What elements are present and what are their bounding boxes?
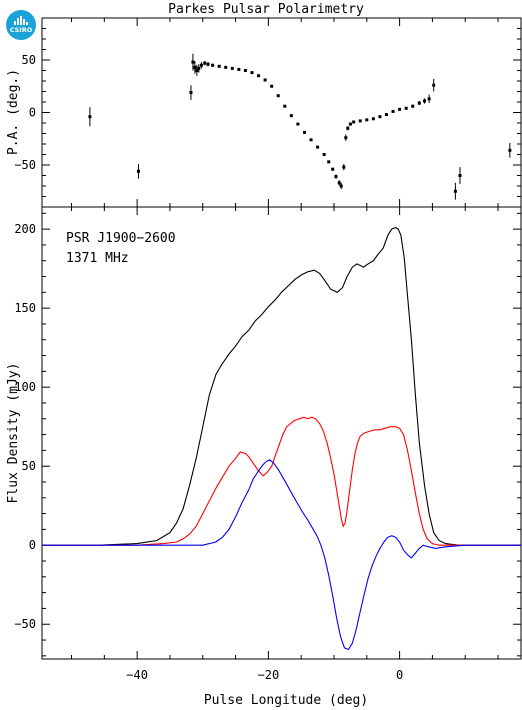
pulsar-name-label: PSR J1900−2600 [66,231,176,246]
y-tick-label: 0 [29,106,36,120]
pa-point [508,148,512,152]
pa-point [365,118,369,122]
pa-point [352,120,356,124]
pa-point [339,184,343,188]
flux-axis-label: Flux Density (mJy) [6,363,21,504]
pa-point [309,138,313,142]
pa-point [378,115,382,119]
pa-point [411,104,415,108]
y-tick-label: 0 [29,538,36,552]
pa-point [206,62,210,66]
pa-point [453,189,457,193]
pa-point [257,74,261,78]
pa-point [136,169,140,173]
pa-point [203,61,207,65]
csiro-logo: CSIRO [6,10,36,40]
pa-point [195,69,199,72]
pa-point [423,99,427,103]
pa-point [189,91,193,95]
pa-point [88,115,92,119]
pa-point [230,66,234,70]
pa-point [334,175,338,179]
frequency-label: 1371 MHz [66,251,129,266]
pa-point [348,122,352,126]
x-tick-label: −40 [126,668,148,682]
pa-point [296,122,300,126]
pa-point [327,160,331,164]
total-intensity-line [42,226,521,546]
pa-point [302,130,306,134]
circular-pol-line [42,459,521,651]
pa-point [391,109,395,113]
pa-point [276,94,280,98]
y-tick-label: −50 [14,617,36,631]
pa-point [427,97,431,101]
pa-point [342,165,346,169]
pa-point [358,119,362,123]
linear-pol-line [42,416,521,546]
pa-point [417,101,421,105]
y-tick-label: 150 [14,301,36,315]
pa-point [384,113,388,117]
y-tick-label: 100 [14,380,36,394]
y-tick-label: 50 [22,459,36,473]
pa-point [331,167,335,171]
pa-point [224,65,228,69]
pa-point [263,78,267,82]
pa-point [283,104,287,108]
chart-title: Parkes Pulsar Polarimetry [168,2,364,17]
pa-point [289,114,293,118]
pa-point [432,83,436,87]
pa-point [197,66,201,70]
pa-point [193,65,197,69]
pa-point [316,145,320,149]
y-tick-label: 200 [14,222,36,236]
x-tick-label: 0 [396,668,403,682]
pa-point [243,69,247,72]
pa-point [199,63,203,67]
pa-point [346,126,350,130]
pa-point [217,64,221,68]
pa-point [337,181,341,185]
pa-point [250,71,254,75]
pa-point [404,106,408,110]
plot-frame [41,17,522,208]
logo-text: CSIRO [9,26,33,34]
pa-point [211,63,215,67]
logo-bars-icon [14,16,28,25]
pa-point [237,67,241,71]
x-axis-label: Pulse Longitude (deg) [204,693,368,708]
pa-point [322,153,326,156]
y-tick-label: 50 [22,53,36,67]
x-tick-label: −20 [258,668,280,682]
pa-axis-label: P.A. (deg.) [6,69,21,155]
pa-point [191,60,195,64]
y-tick-label: −50 [14,158,36,172]
plot-frame [41,206,522,660]
pa-point [458,174,462,177]
pa-point [270,84,274,88]
flux-panel: −50 0 50 100 150 200 −40 −20 0 [14,206,522,682]
pa-point [398,107,402,111]
pa-panel: −50 0 50 [14,17,522,208]
pa-point [344,136,348,140]
pa-point [371,117,375,121]
